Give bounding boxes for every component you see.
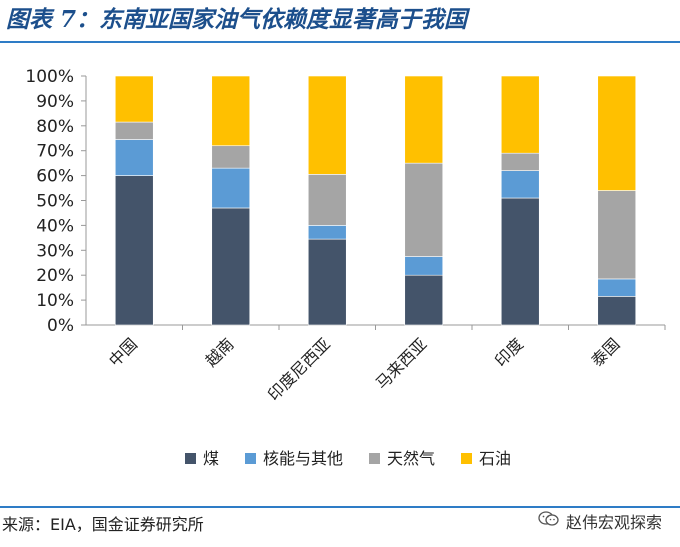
bar-segment — [307, 238, 347, 326]
bar-segment — [597, 278, 637, 297]
bar-segment — [114, 75, 154, 123]
y-tick-label: 10% — [36, 291, 74, 311]
bar-segment — [500, 152, 540, 171]
source-note: 来源：EIA，国金证券研究所 — [2, 515, 204, 534]
category-label: 中国 — [105, 334, 141, 370]
bar-segment — [211, 167, 251, 209]
legend-label: 天然气 — [387, 449, 435, 468]
category-label: 印度尼西亚 — [264, 334, 334, 404]
bar-segment — [114, 121, 154, 140]
chart-title: 图表 7：东南亚国家油气依赖度显著高于我国 — [6, 6, 468, 33]
bar-segment — [211, 207, 251, 326]
y-tick-label: 20% — [36, 266, 74, 286]
legend-swatch — [461, 453, 472, 464]
y-tick-label: 90% — [36, 92, 74, 112]
y-tick-label: 60% — [36, 167, 74, 187]
bar-segment — [211, 145, 251, 169]
bar-segment — [500, 75, 540, 154]
y-tick-label: 70% — [36, 142, 74, 162]
bar-segment — [500, 197, 540, 326]
bar-segment — [307, 225, 347, 240]
category-label: 印度 — [491, 334, 527, 370]
legend-label: 核能与其他 — [263, 449, 343, 468]
bar-segment — [211, 75, 251, 147]
brand-label: 赵伟宏观探索 — [565, 513, 662, 532]
bar-segment — [500, 170, 540, 199]
y-tick-label: 100% — [25, 67, 74, 87]
legend-swatch — [185, 453, 196, 464]
y-tick-label: 80% — [36, 117, 74, 137]
brand: 赵伟宏观探索 — [538, 509, 662, 533]
wechat-icon — [538, 510, 560, 532]
bar-segment — [597, 296, 637, 326]
title-rule — [0, 41, 680, 43]
bar-segment — [597, 190, 637, 280]
category-label: 泰国 — [588, 334, 624, 370]
y-tick-label: 40% — [36, 216, 74, 236]
legend-swatch — [245, 453, 256, 464]
category-label: 越南 — [202, 334, 238, 370]
bar-segment — [597, 75, 637, 191]
bar-segment — [307, 174, 347, 226]
y-tick-label: 0% — [47, 316, 74, 336]
bar-segment — [404, 75, 444, 164]
bar-segment — [307, 75, 347, 175]
y-tick-label: 50% — [36, 192, 74, 212]
bar-segment — [404, 256, 444, 276]
bar-segment — [114, 139, 154, 176]
legend-label: 煤 — [203, 449, 219, 468]
footer-rule — [0, 506, 680, 508]
legend-label: 石油 — [479, 449, 511, 468]
bar-segment — [404, 162, 444, 257]
bar-segment — [404, 274, 444, 326]
stacked-bar-chart: 0% 10% 20% 30% 40% 50% 60% 70% 80% 90% 100% 中国 越南 印度尼… — [25, 67, 666, 468]
y-tick-label: 30% — [36, 241, 74, 261]
legend-swatch — [369, 453, 380, 464]
bar-segment — [114, 175, 154, 326]
category-label: 马来西亚 — [372, 334, 431, 393]
